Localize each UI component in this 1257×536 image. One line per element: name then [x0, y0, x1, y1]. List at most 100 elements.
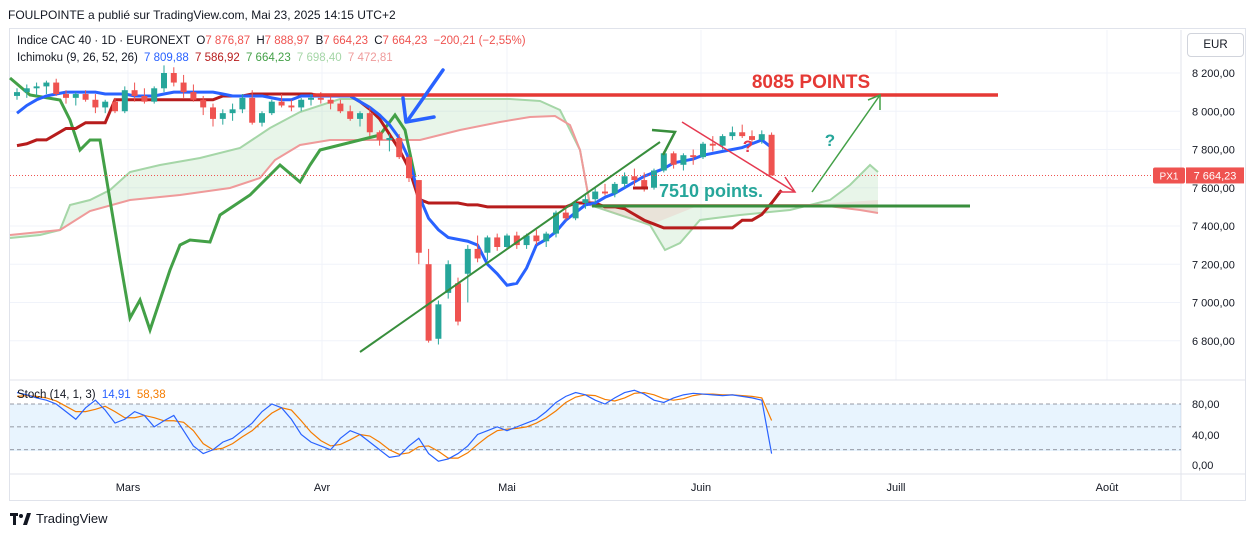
candle-body	[749, 136, 755, 140]
candle-body	[327, 99, 334, 104]
stoch-tick-label: 40,00	[1192, 430, 1220, 442]
candle-body	[43, 82, 50, 87]
candle-body	[611, 183, 618, 194]
candle-body	[53, 82, 60, 95]
currency-button[interactable]: EUR	[1187, 33, 1244, 57]
candle-body	[33, 86, 40, 89]
price-tick-label: 7 200,00	[1192, 259, 1235, 271]
candle-body	[200, 99, 207, 108]
candle-body	[14, 92, 20, 96]
open-value: 7 876,87	[205, 35, 251, 47]
candle-body	[92, 99, 99, 108]
candle-body	[308, 97, 314, 100]
candle-body	[425, 264, 432, 341]
low-label: B	[315, 35, 324, 47]
candle-body	[513, 235, 520, 246]
candle-body	[651, 170, 657, 188]
candle-body	[219, 113, 226, 119]
candle-body	[298, 99, 305, 108]
stoch-band-fill	[10, 404, 1181, 451]
candle-body	[357, 113, 363, 119]
stoch-d-value: 58,38	[136, 389, 166, 401]
candle-body	[543, 233, 550, 242]
candle-body	[572, 203, 579, 219]
price-tick-label: 6 800,00	[1192, 336, 1235, 348]
candle-body	[72, 94, 79, 98]
time-tick-label: Mars	[116, 482, 141, 494]
ichimoku-tenkan-value: 7 809,88	[144, 52, 189, 64]
tradingview-icon	[10, 512, 31, 525]
candle-body	[494, 237, 501, 247]
candle-body	[553, 212, 559, 234]
candle-body	[239, 97, 246, 110]
stoch-d-line	[16, 391, 773, 459]
ichimoku-span-a	[9, 98, 879, 252]
candle-body	[464, 248, 471, 274]
low-value: 7 664,23	[323, 35, 369, 47]
candle-body	[690, 155, 697, 158]
stoch-tick-label: 0,00	[1192, 460, 1213, 472]
support-trendline	[359, 141, 661, 353]
candle-body	[82, 94, 89, 100]
stoch-legend: Stoch (14, 1, 3) 14,91 58,38	[17, 389, 169, 401]
bearish-arrowhead	[778, 176, 797, 193]
candle-body	[758, 134, 765, 140]
price-tick-label: 7 800,00	[1192, 145, 1235, 157]
candle-body	[709, 143, 716, 146]
price-tick-label: 8 000,00	[1192, 106, 1235, 118]
candle-body	[445, 264, 452, 293]
candle-body	[504, 235, 510, 247]
price-tag-label-bg	[1153, 167, 1185, 184]
candle-body	[288, 105, 295, 108]
tradingview-logo[interactable]: TradingView	[10, 511, 108, 526]
candle-body	[112, 101, 118, 112]
ichimoku-cloud-fill	[10, 99, 878, 250]
candle-body	[680, 155, 687, 165]
candle-body	[700, 143, 706, 158]
close-label: C	[374, 35, 383, 47]
candles	[14, 65, 775, 345]
candle-body	[23, 88, 30, 93]
change-value: −200,21 (−2,55%)	[433, 35, 526, 47]
bullish-arrowhead	[867, 93, 881, 110]
candle-body	[474, 248, 481, 259]
candle-body	[180, 82, 187, 93]
high-label: H	[256, 35, 265, 47]
candle-body	[278, 101, 285, 106]
price-tick-label: 7 400,00	[1192, 221, 1235, 233]
candle-body	[406, 157, 412, 179]
symbol-legend: Indice CAC 40 · 1D · EURONEXT O7 876,87 …	[17, 35, 529, 47]
ichimoku-label[interactable]: Ichimoku (9, 26, 52, 26)	[17, 52, 138, 64]
candle-body	[337, 103, 344, 112]
trendline-arrowhead	[651, 128, 677, 156]
price-tick-label: 7 000,00	[1192, 298, 1235, 310]
candle-body	[268, 101, 275, 114]
bearish-projection-arrow	[681, 121, 796, 193]
candle-body	[582, 199, 589, 204]
candle-body	[415, 180, 422, 253]
candle-body	[249, 97, 256, 123]
candle-body	[366, 113, 373, 133]
candle-body	[729, 132, 736, 137]
target-level-label: 8085 POINTS	[752, 72, 870, 93]
candle-body	[562, 212, 569, 219]
candle-body	[484, 237, 491, 253]
ichimoku-span-a-value: 7 698,40	[296, 52, 342, 64]
stoch-label[interactable]: Stoch (14, 1, 3)	[17, 389, 96, 401]
candle-body	[533, 235, 540, 242]
candle-body	[229, 109, 236, 114]
brand-name: TradingView	[36, 511, 108, 526]
candle-body	[259, 113, 265, 123]
symbol-name[interactable]: Indice CAC 40 · 1D · EURONEXT	[17, 35, 191, 47]
ichimoku-chikou	[9, 76, 417, 335]
candle-body	[523, 235, 530, 246]
ichimoku-legend: Ichimoku (9, 26, 52, 26) 7 809,88 7 586,…	[17, 52, 396, 64]
publisher-caption: FOULPOINTE a publié sur TradingView.com,…	[8, 8, 396, 22]
candle-body	[739, 132, 746, 137]
stoch-k-value: 14,91	[101, 389, 131, 401]
stoch-tick-label: 80,00	[1192, 399, 1220, 411]
candle-body	[396, 138, 403, 158]
candle-body	[102, 101, 109, 108]
candle-body	[621, 176, 628, 184]
